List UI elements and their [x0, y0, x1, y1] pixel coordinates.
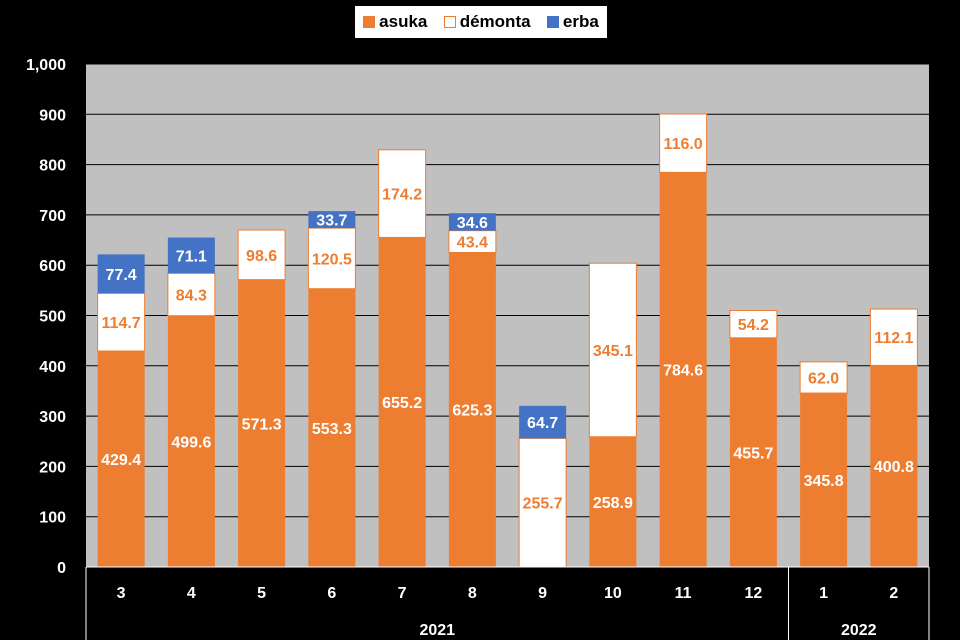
y-tick-label: 300: [39, 409, 66, 426]
bar-démonta: [307, 227, 356, 290]
data-label: 499.6: [171, 434, 211, 451]
x-tick-label: 8: [468, 585, 477, 602]
bar-asuka: [800, 393, 848, 567]
data-label: 98.6: [246, 248, 277, 265]
bar-asuka: [870, 365, 918, 567]
y-tick-label: 900: [39, 107, 66, 124]
x-tick-label: 4: [187, 585, 196, 602]
bar-erba: [97, 254, 145, 294]
data-label: 255.7: [523, 496, 563, 513]
bar-démonta: [237, 229, 286, 281]
data-label: 174.2: [382, 187, 422, 204]
data-label: 258.9: [593, 495, 633, 512]
x-tick-label: 7: [398, 585, 407, 602]
x-tick-label: 5: [257, 585, 266, 602]
bar-asuka: [308, 288, 356, 567]
data-label: 784.6: [663, 363, 703, 380]
data-label: 84.3: [176, 287, 207, 304]
x-group-label: 2021: [419, 622, 455, 639]
y-tick-label: 0: [57, 560, 66, 577]
bar-asuka: [729, 337, 777, 567]
bar-asuka: [589, 436, 637, 567]
x-tick-label: 2: [889, 585, 898, 602]
bar-erba: [167, 237, 215, 274]
data-label: 77.4: [106, 267, 137, 284]
data-label: 116.0: [664, 136, 703, 153]
legend-swatch-erba: [546, 16, 559, 28]
y-tick-label: 600: [39, 258, 66, 275]
bar-asuka: [167, 315, 215, 567]
data-label: 345.1: [593, 343, 633, 360]
data-label: 400.8: [874, 459, 914, 476]
y-tick-label: 400: [39, 359, 66, 376]
x-tick-label: 1: [819, 585, 828, 602]
data-label: 553.3: [312, 421, 352, 438]
data-label: 112.1: [874, 330, 913, 347]
data-label: 54.2: [738, 317, 769, 334]
bar-démonta: [588, 262, 637, 438]
data-label: 345.8: [804, 473, 844, 490]
data-label: 64.7: [527, 415, 558, 432]
bar-erba: [448, 213, 496, 231]
data-label: 114.7: [102, 315, 141, 332]
legend-swatch-asuka: [363, 16, 376, 28]
legend-label-demonta: démonta: [459, 12, 531, 31]
y-tick-label: 100: [39, 510, 66, 527]
y-tick-label: 1,000: [26, 57, 66, 74]
bar-asuka: [238, 279, 286, 567]
bar-démonta: [659, 113, 708, 173]
data-label: 43.4: [457, 235, 488, 252]
y-tick-label: 200: [39, 459, 66, 476]
x-tick-label: 11: [675, 585, 692, 602]
bar-erba: [308, 211, 356, 229]
legend-item-demonta: démonta: [443, 12, 531, 32]
y-tick-label: 500: [39, 309, 66, 326]
bar-erba: [519, 405, 567, 439]
data-label: 71.1: [176, 248, 207, 265]
x-tick-label: 10: [604, 585, 622, 602]
bar-asuka: [97, 351, 145, 567]
y-tick-label: 800: [39, 158, 66, 175]
x-tick-label: 6: [327, 585, 336, 602]
bar-démonta: [799, 361, 848, 394]
bar-asuka: [378, 237, 426, 568]
bar-asuka: [448, 252, 496, 567]
chart-legend: asuka démonta erba: [355, 6, 607, 38]
x-tick-label: 12: [744, 585, 762, 602]
data-label: 455.7: [733, 445, 773, 462]
data-label: 571.3: [242, 416, 282, 433]
data-label: 34.6: [457, 215, 488, 232]
bar-démonta: [448, 230, 497, 253]
data-label: 33.7: [316, 213, 347, 230]
bar-démonta: [378, 149, 427, 238]
data-label: 62.0: [808, 370, 839, 387]
legend-item-erba: erba: [546, 12, 599, 32]
data-label: 655.2: [382, 395, 422, 412]
data-label: 120.5: [312, 251, 352, 268]
data-label: 625.3: [452, 403, 492, 420]
legend-item-asuka: asuka: [363, 12, 427, 32]
bar-démonta: [97, 292, 146, 352]
legend-label-erba: erba: [562, 12, 599, 31]
data-label: 429.4: [101, 452, 141, 469]
legend-label-asuka: asuka: [379, 12, 428, 31]
bar-démonta: [167, 272, 216, 317]
x-group-label: 2022: [841, 622, 877, 639]
legend-swatch-demonta: [443, 16, 456, 28]
bar-démonta: [729, 310, 778, 339]
y-tick-label: 700: [39, 208, 66, 225]
x-tick-label: 3: [117, 585, 126, 602]
bar-démonta: [869, 308, 918, 366]
x-tick-label: 9: [538, 585, 547, 602]
bar-asuka: [659, 172, 707, 568]
